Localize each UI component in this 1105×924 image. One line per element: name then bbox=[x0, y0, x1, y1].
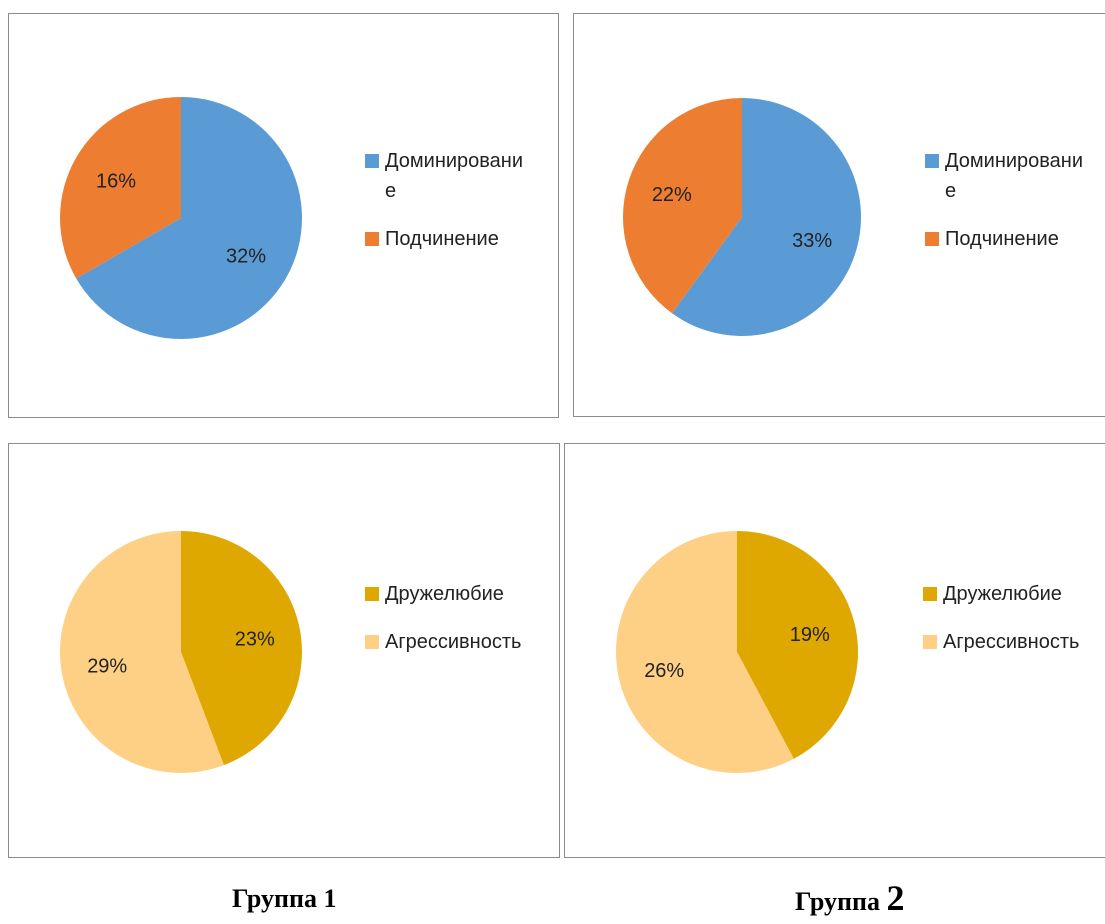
legend-dominance-group-1: Доминирование Подчинение bbox=[365, 146, 531, 272]
legend-swatch-submission bbox=[365, 232, 379, 246]
legend-label-aggressiveness: Агрессивность bbox=[385, 631, 522, 653]
chart-panel-friendliness-group-1: 23% 29% Дружелюбие Агрессивность bbox=[8, 443, 560, 858]
chart-panel-dominance-group-1: 32% 16% Доминирование Подчинение bbox=[8, 13, 559, 418]
legend-swatch-aggressiveness bbox=[923, 635, 937, 649]
pie-chart-friendliness-group-1: 23% 29% bbox=[59, 531, 302, 773]
legend-item-dominance: Доминирование bbox=[925, 146, 1091, 206]
chart-panel-friendliness-group-2: 19% 26% Дружелюбие Агрессивность bbox=[564, 443, 1105, 858]
pie-slice-агрессивность bbox=[616, 531, 794, 773]
legend-swatch-dominance bbox=[365, 154, 379, 168]
pie-slice-дружелюбие bbox=[181, 531, 302, 766]
legend-label-submission: Подчинение bbox=[385, 228, 499, 250]
legend-swatch-aggressiveness bbox=[365, 635, 379, 649]
legend-label-friendliness: Дружелюбие bbox=[385, 583, 504, 605]
legend-swatch-friendliness bbox=[365, 587, 379, 601]
legend-friendliness-group-2: Дружелюбие Агрессивность bbox=[923, 579, 1089, 675]
pie-slice-агрессивность bbox=[59, 531, 224, 773]
pie-slice-доминирование bbox=[672, 98, 861, 336]
legend-item-dominance: Доминирование bbox=[365, 146, 531, 206]
legend-item-aggressiveness: Агрессивность bbox=[365, 627, 531, 657]
legend-label-friendliness: Дружелюбие bbox=[943, 583, 1062, 605]
legend-item-submission: Подчинение bbox=[925, 224, 1091, 254]
legend-label-dominance: Доминирование bbox=[945, 150, 1084, 202]
legend-friendliness-group-1: Дружелюбие Агрессивность bbox=[365, 579, 531, 675]
caption-group-2: Группа 2 bbox=[795, 877, 904, 919]
legend-swatch-dominance bbox=[925, 154, 939, 168]
data-label-доминирование: 32% bbox=[226, 246, 266, 268]
pie-slice-подчинение bbox=[623, 98, 742, 314]
legend-label-dominance: Доминирование bbox=[385, 150, 524, 202]
caption-group-2-number: 2 bbox=[886, 878, 905, 918]
legend-swatch-friendliness bbox=[923, 587, 937, 601]
legend-item-friendliness: Дружелюбие bbox=[923, 579, 1089, 609]
data-label-дружелюбие: 23% bbox=[235, 628, 275, 650]
data-label-агрессивность: 26% bbox=[644, 660, 684, 682]
data-label-подчинение: 16% bbox=[96, 170, 136, 192]
pie-slice-доминирование bbox=[76, 97, 302, 339]
pie-chart-dominance-group-1: 32% 16% bbox=[59, 97, 302, 339]
pie-chart-dominance-group-2: 33% 22% bbox=[623, 98, 861, 336]
legend-item-aggressiveness: Агрессивность bbox=[923, 627, 1089, 657]
legend-label-aggressiveness: Агрессивность bbox=[943, 631, 1080, 653]
legend-item-friendliness: Дружелюбие bbox=[365, 579, 531, 609]
pie-slice-подчинение bbox=[59, 97, 181, 279]
pie-chart-friendliness-group-2: 19% 26% bbox=[616, 531, 858, 773]
chart-panel-dominance-group-2: 33% 22% Доминирование Подчинение bbox=[573, 13, 1105, 417]
data-label-подчинение: 22% bbox=[652, 184, 692, 206]
legend-swatch-submission bbox=[925, 232, 939, 246]
data-label-дружелюбие: 19% bbox=[790, 624, 830, 646]
legend-label-submission: Подчинение bbox=[945, 228, 1059, 250]
pie-slice-дружелюбие bbox=[737, 531, 858, 759]
legend-item-submission: Подчинение bbox=[365, 224, 531, 254]
data-label-доминирование: 33% bbox=[792, 230, 832, 252]
data-label-агрессивность: 29% bbox=[87, 656, 127, 678]
caption-group-1: Группа 1 bbox=[232, 884, 337, 913]
caption-group-2-prefix: Группа bbox=[795, 887, 887, 916]
legend-dominance-group-2: Доминирование Подчинение bbox=[925, 146, 1091, 272]
